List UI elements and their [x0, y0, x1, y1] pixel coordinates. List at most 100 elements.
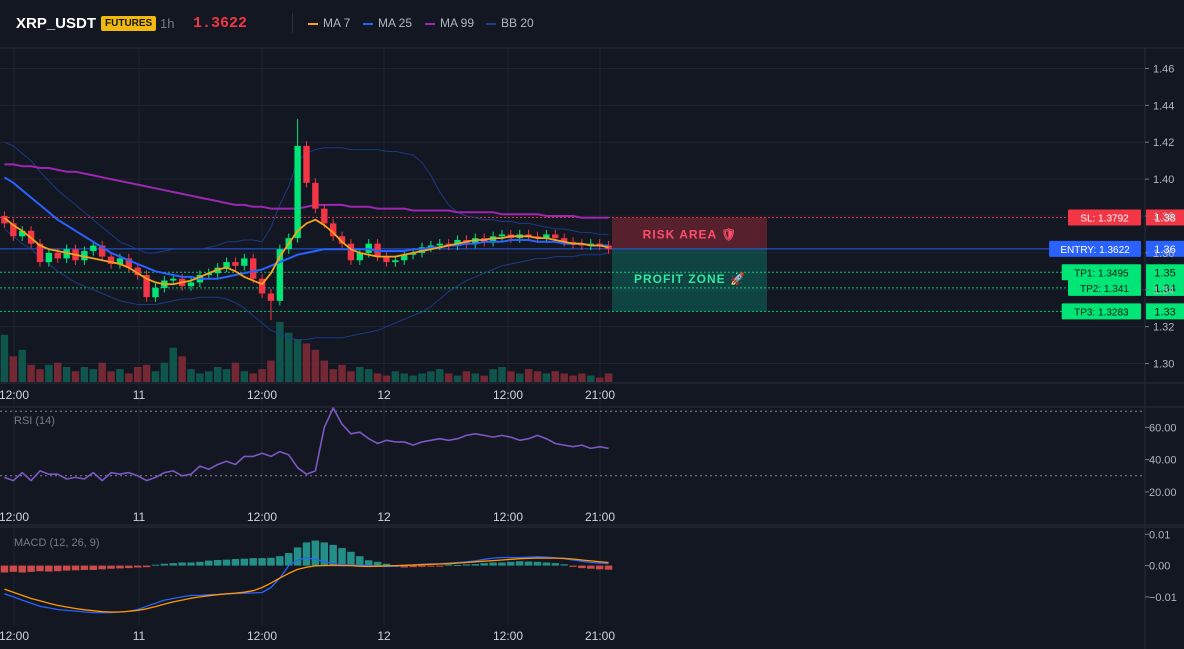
- volume-bar: [302, 343, 311, 382]
- risk-area-label: RISK AREA 🛡: [643, 227, 738, 241]
- volume-bar: [107, 371, 115, 382]
- macd-histogram-bar: [231, 559, 240, 566]
- rsi-tick-label: 40.00: [1149, 455, 1177, 467]
- header-divider: [292, 13, 293, 33]
- volume-bar: [125, 373, 133, 382]
- macd-histogram-bar: [498, 562, 506, 566]
- symbol-name[interactable]: XRP_USDT: [16, 15, 97, 32]
- price-tick-label: 1.40: [1153, 174, 1174, 186]
- macd-tick-label: 0.00: [1149, 561, 1170, 573]
- volume-bar: [373, 373, 382, 382]
- candle-body: [90, 245, 97, 252]
- volume-bar: [267, 360, 275, 382]
- macd-histogram-bar: [133, 565, 142, 568]
- legend-bb20[interactable]: BB 20: [486, 16, 534, 30]
- time-label: 21:00: [585, 388, 615, 402]
- candle-body: [170, 278, 177, 281]
- axes: 1.46 1.44 1.42 1.40 1.38 1.36 1.34 1.32 1.30 12:0…: [0, 63, 1177, 643]
- volume-bar: [418, 373, 426, 382]
- macd-histogram-bar: [258, 558, 266, 566]
- signal-line: [4, 557, 609, 613]
- macd-histogram-bar: [373, 561, 382, 566]
- candle-body: [249, 258, 257, 279]
- volume-bar: [27, 364, 35, 382]
- price-tick-label: 1.46: [1153, 63, 1174, 75]
- candle-body: [392, 260, 399, 263]
- macd-histogram-bar: [489, 562, 497, 566]
- macd-histogram-bar: [338, 548, 346, 566]
- volume-bar: [213, 367, 222, 382]
- macd-histogram-bar: [542, 562, 551, 566]
- candle-body: [54, 252, 61, 259]
- macd-histogram-bar: [116, 565, 124, 569]
- level-tag-label: TP1: 1.3495: [1074, 268, 1129, 279]
- volume-bar: [240, 371, 249, 382]
- volume-bar: [62, 367, 71, 382]
- volume-bar: [249, 373, 257, 382]
- volume-bar: [542, 373, 551, 382]
- time-label: 11: [133, 388, 146, 402]
- timeframe-label[interactable]: 1h: [160, 16, 175, 31]
- volume-bar: [364, 369, 373, 382]
- volume-bar: [196, 373, 204, 382]
- macd-tick-label: 0.01: [1149, 529, 1170, 541]
- macd-pane[interactable]: MACD (12, 26, 9): [0, 537, 613, 614]
- macd-histogram-bar: [285, 553, 293, 566]
- volume-bar: [524, 369, 533, 382]
- macd-histogram-bar: [400, 565, 408, 568]
- volume-bar: [293, 339, 302, 382]
- candle-body: [143, 275, 150, 298]
- legend-ma25[interactable]: MA 25: [363, 16, 412, 30]
- time-label: 12:00: [493, 510, 523, 524]
- volume-bar: [595, 377, 604, 382]
- volume-bar: [133, 367, 142, 382]
- volume-bar: [382, 375, 391, 382]
- macd-histogram-bar: [480, 563, 488, 566]
- volume-bar: [151, 371, 160, 382]
- macd-histogram-bar: [507, 561, 515, 566]
- legend-ma99[interactable]: MA 99: [425, 16, 474, 30]
- volume-bar: [427, 371, 435, 382]
- level-tag-label: SL: 1.3792: [1080, 213, 1129, 224]
- volume-bar: [391, 371, 400, 382]
- volume-bar: [98, 362, 106, 382]
- volume-bar: [276, 322, 284, 382]
- macd-histogram-bar: [356, 556, 364, 566]
- candle-body: [187, 282, 195, 287]
- volume-bar: [45, 364, 53, 382]
- time-label: 12:00: [493, 629, 523, 643]
- macd-histogram-bar: [382, 563, 391, 566]
- macd-histogram-bar: [267, 557, 275, 566]
- volume-bar: [80, 367, 89, 382]
- macd-histogram-bar: [54, 565, 62, 572]
- macd-histogram-bar: [80, 565, 89, 570]
- candle-body: [543, 234, 550, 239]
- macd-histogram-bar: [213, 559, 222, 566]
- legend-ma7[interactable]: MA 7: [308, 16, 350, 30]
- macd-histogram-bar: [36, 565, 44, 572]
- macd-line: [4, 556, 609, 614]
- candle-body: [294, 145, 301, 239]
- volume-bar: [169, 347, 177, 382]
- volume-bar: [409, 375, 417, 382]
- rsi-line: [4, 407, 609, 482]
- price-pane[interactable]: RISK AREA 🛡 PROFIT ZONE 🚀 SL: 1.3792 1.38 EN…: [0, 119, 1184, 382]
- macd-histogram-bar: [515, 561, 524, 566]
- macd-histogram-bar: [311, 540, 320, 566]
- macd-histogram-bar: [427, 565, 435, 567]
- candle-body: [356, 252, 364, 261]
- macd-histogram-bar: [125, 565, 133, 569]
- level-tag-tp: [1068, 279, 1141, 296]
- rsi-pane[interactable]: RSI (14): [0, 407, 1145, 482]
- candle-body: [454, 239, 461, 246]
- ma25-line: [3, 176, 609, 280]
- macd-histogram-bar: [302, 542, 311, 566]
- macd-histogram-bar: [160, 563, 169, 566]
- volume-bar: [0, 334, 9, 382]
- macd-histogram-bar: [89, 565, 98, 570]
- macd-histogram-bar: [551, 563, 559, 566]
- macd-histogram-bar: [533, 561, 542, 566]
- volume-bar: [578, 373, 586, 382]
- level-tag-entry: [1049, 240, 1141, 257]
